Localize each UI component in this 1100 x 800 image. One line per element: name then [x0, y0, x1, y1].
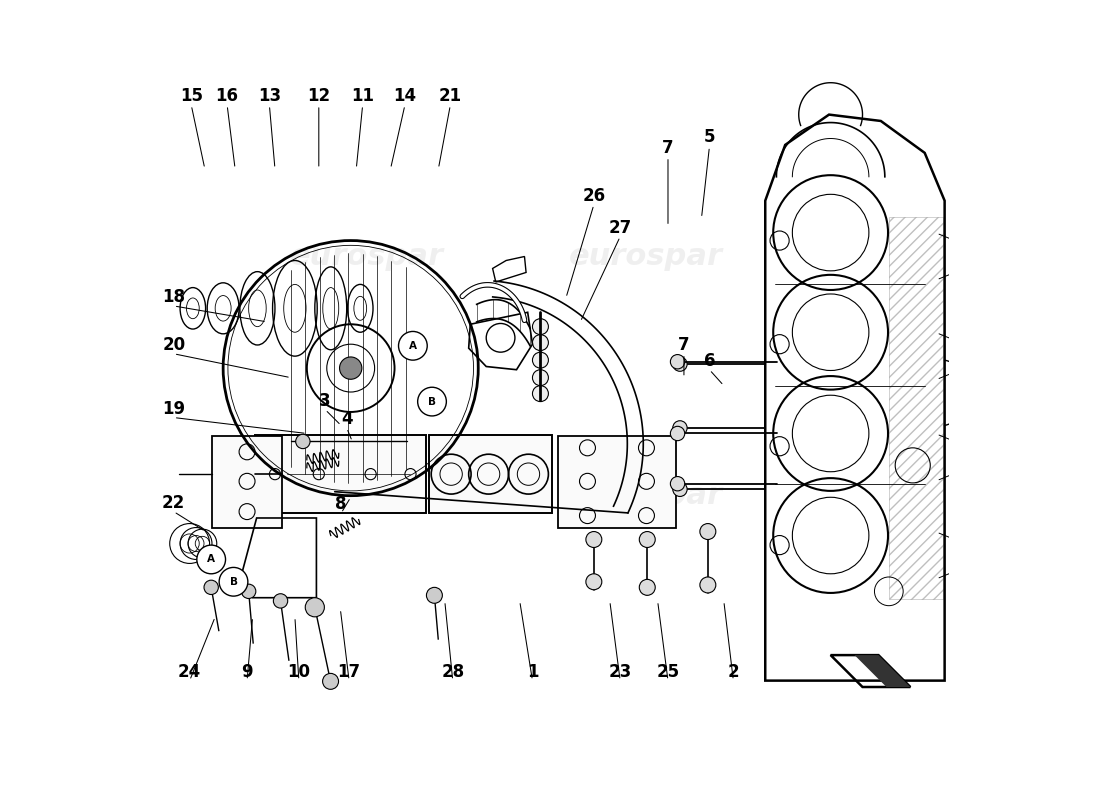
- Circle shape: [532, 386, 549, 402]
- Circle shape: [398, 331, 427, 360]
- Bar: [212, 436, 282, 527]
- Circle shape: [670, 354, 684, 369]
- Circle shape: [700, 577, 716, 593]
- Text: 13: 13: [257, 87, 280, 105]
- Text: 3: 3: [319, 391, 331, 410]
- Circle shape: [427, 587, 442, 603]
- Circle shape: [532, 318, 549, 334]
- Text: A: A: [207, 554, 216, 565]
- Text: 2: 2: [727, 662, 739, 681]
- Circle shape: [204, 580, 219, 594]
- Circle shape: [340, 357, 362, 379]
- Circle shape: [586, 531, 602, 547]
- Text: 4: 4: [341, 410, 352, 428]
- Text: 17: 17: [338, 662, 361, 681]
- Text: B: B: [428, 397, 436, 406]
- Circle shape: [306, 598, 324, 617]
- Text: 5: 5: [704, 129, 715, 146]
- Text: 14: 14: [394, 87, 417, 105]
- Bar: [558, 436, 676, 527]
- Text: 9: 9: [241, 662, 253, 681]
- Circle shape: [532, 352, 549, 368]
- Text: eurospar: eurospar: [569, 242, 723, 271]
- Circle shape: [219, 567, 248, 596]
- Text: B: B: [230, 577, 238, 586]
- Text: 28: 28: [441, 662, 464, 681]
- Circle shape: [673, 482, 688, 497]
- Circle shape: [418, 387, 447, 416]
- Circle shape: [639, 579, 656, 595]
- Circle shape: [274, 594, 288, 608]
- Circle shape: [532, 370, 549, 386]
- Text: 12: 12: [307, 87, 330, 105]
- Circle shape: [532, 334, 549, 350]
- Bar: [429, 435, 552, 514]
- Text: A: A: [409, 341, 417, 350]
- Text: 15: 15: [179, 87, 202, 105]
- Text: eurospar: eurospar: [289, 242, 443, 271]
- Circle shape: [639, 531, 656, 547]
- Text: 16: 16: [216, 87, 239, 105]
- Text: 11: 11: [351, 87, 374, 105]
- Text: eurospar: eurospar: [569, 481, 723, 510]
- Text: 24: 24: [178, 662, 201, 681]
- Text: 23: 23: [608, 662, 631, 681]
- Text: 20: 20: [162, 336, 185, 354]
- Circle shape: [700, 523, 716, 539]
- Text: 25: 25: [657, 662, 680, 681]
- Text: 27: 27: [608, 218, 631, 237]
- Text: 6: 6: [704, 352, 715, 370]
- Polygon shape: [855, 655, 911, 687]
- Text: 7: 7: [662, 139, 674, 157]
- Circle shape: [242, 584, 256, 598]
- Text: 19: 19: [162, 399, 185, 418]
- Text: 18: 18: [162, 288, 185, 306]
- Text: 10: 10: [287, 662, 310, 681]
- Text: 1: 1: [527, 662, 538, 681]
- Circle shape: [322, 674, 339, 690]
- Circle shape: [586, 574, 602, 590]
- Text: 26: 26: [582, 186, 605, 205]
- Text: eurospar: eurospar: [289, 481, 443, 510]
- Text: 22: 22: [162, 494, 185, 512]
- Text: 8: 8: [336, 495, 346, 514]
- Circle shape: [197, 545, 226, 574]
- Bar: [255, 435, 427, 514]
- Circle shape: [670, 426, 684, 441]
- Circle shape: [670, 477, 684, 491]
- Text: 21: 21: [439, 87, 462, 105]
- Circle shape: [673, 357, 688, 371]
- Circle shape: [296, 434, 310, 449]
- Bar: [889, 217, 943, 599]
- Circle shape: [673, 421, 688, 435]
- Text: 7: 7: [678, 336, 690, 354]
